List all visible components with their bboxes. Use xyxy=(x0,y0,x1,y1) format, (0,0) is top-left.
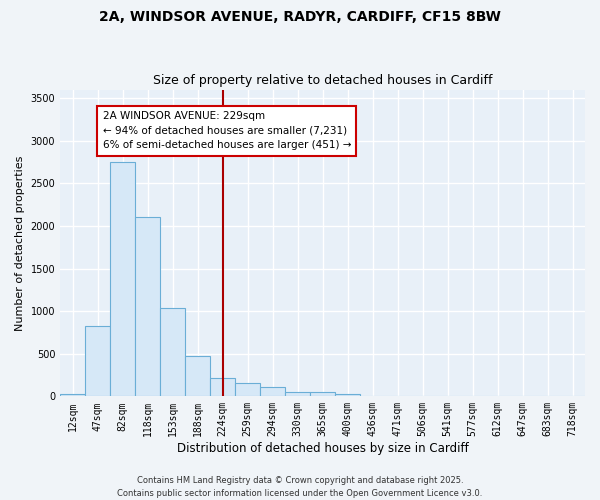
Bar xyxy=(185,356,210,397)
Bar xyxy=(260,387,285,396)
Bar xyxy=(110,162,135,396)
Text: 2A, WINDSOR AVENUE, RADYR, CARDIFF, CF15 8BW: 2A, WINDSOR AVENUE, RADYR, CARDIFF, CF15… xyxy=(99,10,501,24)
Bar xyxy=(335,394,360,396)
Bar xyxy=(135,218,160,396)
Y-axis label: Number of detached properties: Number of detached properties xyxy=(15,156,25,330)
Bar xyxy=(235,383,260,396)
X-axis label: Distribution of detached houses by size in Cardiff: Distribution of detached houses by size … xyxy=(177,442,469,455)
Text: Contains HM Land Registry data © Crown copyright and database right 2025.
Contai: Contains HM Land Registry data © Crown c… xyxy=(118,476,482,498)
Bar xyxy=(210,378,235,396)
Bar xyxy=(285,392,310,396)
Title: Size of property relative to detached houses in Cardiff: Size of property relative to detached ho… xyxy=(153,74,493,87)
Bar xyxy=(85,326,110,396)
Text: 2A WINDSOR AVENUE: 229sqm
← 94% of detached houses are smaller (7,231)
6% of sem: 2A WINDSOR AVENUE: 229sqm ← 94% of detac… xyxy=(103,111,351,150)
Bar xyxy=(310,392,335,396)
Bar xyxy=(160,308,185,396)
Bar xyxy=(60,394,85,396)
